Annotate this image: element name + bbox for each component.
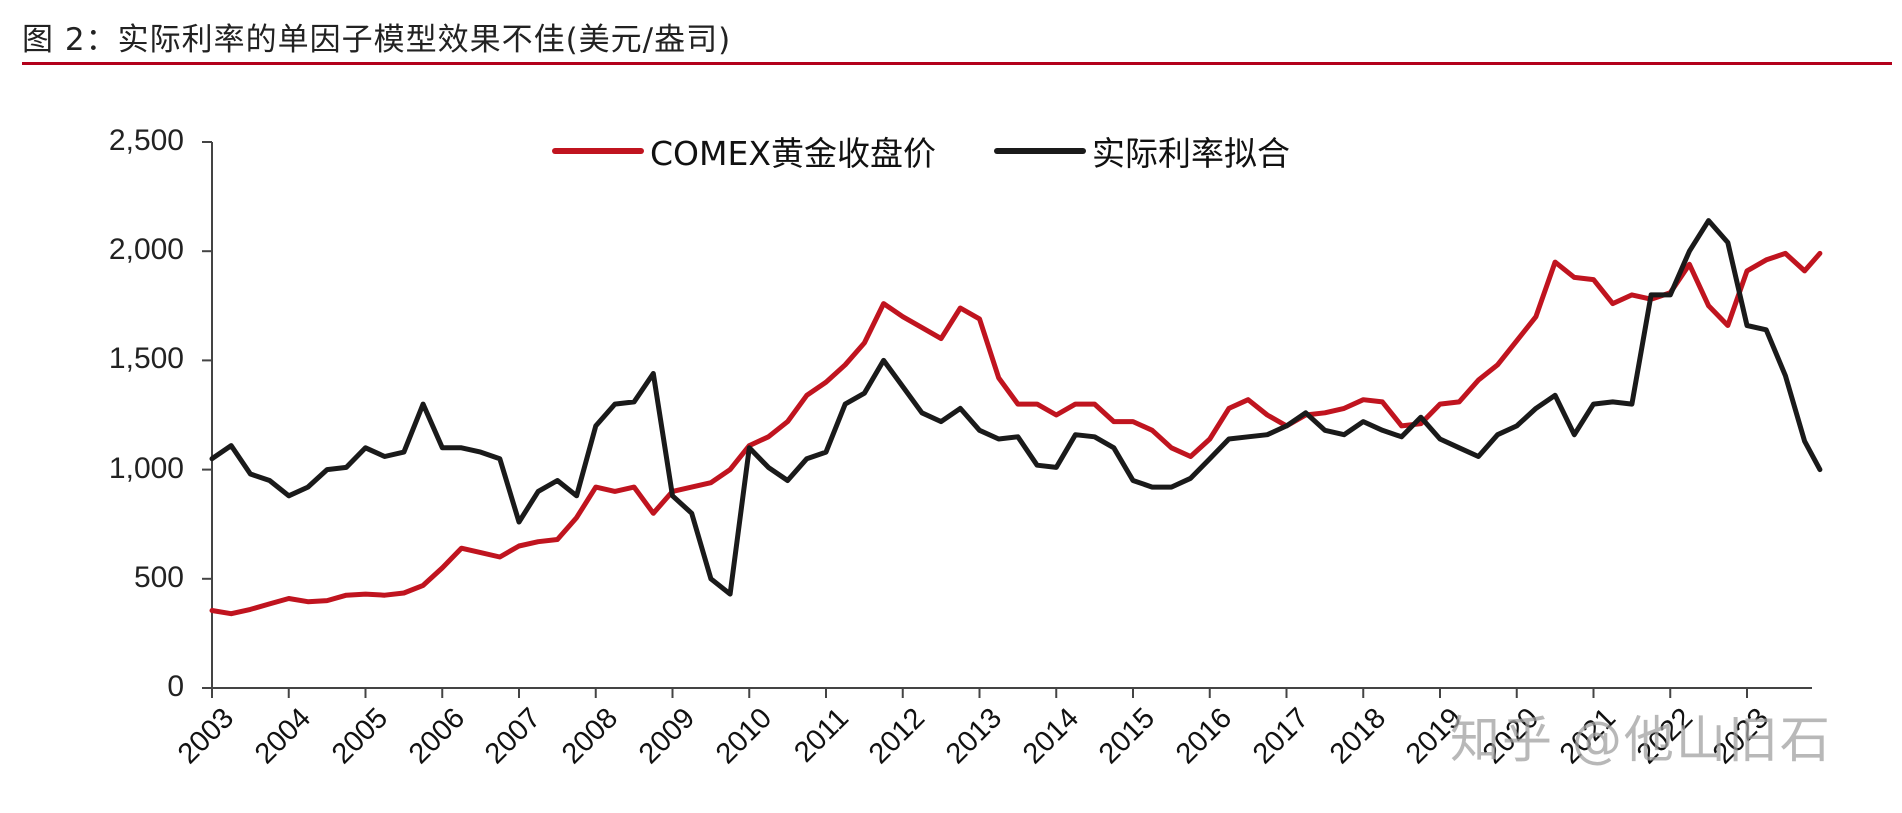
y-tick-label: 0 xyxy=(167,670,184,703)
y-tick-label: 2,000 xyxy=(108,233,184,267)
watermark: 知乎 @他山旧石 xyxy=(1450,711,1832,769)
y-tick-label: 1,500 xyxy=(108,342,184,376)
y-tick-label: 1,000 xyxy=(108,451,184,485)
title-divider xyxy=(22,62,1892,65)
legend-label-real-rate: 实际利率拟合 xyxy=(1091,134,1290,173)
y-tick-label: 2,500 xyxy=(108,124,184,157)
legend-item-gold: COMEX黄金收盘价 xyxy=(552,127,936,175)
series-line-gold xyxy=(209,250,1823,617)
legend-swatch-real-rate xyxy=(993,148,1086,154)
chart-title: 图 2：实际利率的单因子模型效果不佳(美元/盎司) xyxy=(22,22,732,58)
legend: COMEX黄金收盘价 实际利率拟合 xyxy=(552,127,1348,175)
legend-label-gold: COMEX黄金收盘价 xyxy=(650,134,936,173)
legend-swatch-gold xyxy=(552,148,644,154)
legend-item-real-rate: 实际利率拟合 xyxy=(993,127,1290,175)
series-line-real-rate xyxy=(209,218,1823,597)
y-tick-label: 500 xyxy=(133,560,184,594)
